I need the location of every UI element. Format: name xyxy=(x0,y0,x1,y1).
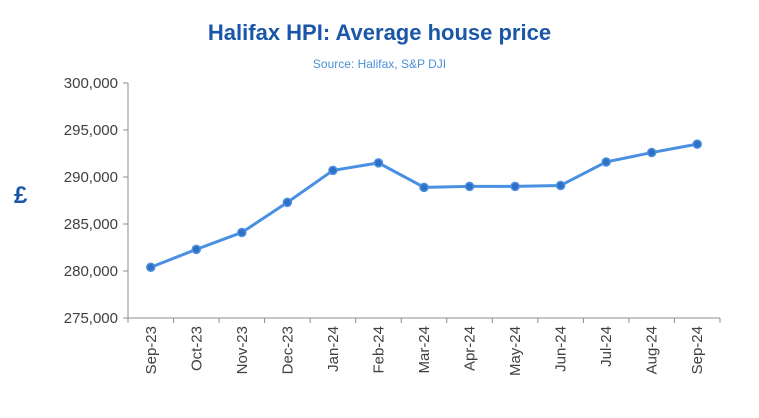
x-tick-label: Jun-24 xyxy=(553,326,570,372)
chart-subtitle: Source: Halifax, S&P DJI xyxy=(312,57,447,71)
data-point xyxy=(555,180,566,191)
x-tick-label: Jul-24 xyxy=(598,326,615,367)
x-tick-label: Aug-24 xyxy=(644,326,661,374)
data-point xyxy=(510,181,520,192)
x-tick-label: May-24 xyxy=(507,326,524,376)
y-tick-label: 290,000 xyxy=(64,169,118,186)
data-point xyxy=(237,227,247,238)
y-tick-label: 295,000 xyxy=(64,122,118,139)
x-tick-label: Jan-24 xyxy=(325,326,342,372)
data-point xyxy=(601,157,611,167)
data-point xyxy=(464,181,475,192)
data-point xyxy=(419,182,429,193)
x-tick-label: Sep-23 xyxy=(143,326,160,374)
y-tick-label: 300,000 xyxy=(64,75,118,92)
x-tick-label: Apr-24 xyxy=(462,326,479,371)
data-point xyxy=(191,244,202,255)
x-tick-label: Mar-24 xyxy=(416,326,433,374)
y-tick-label: 280,000 xyxy=(64,263,118,280)
y-tick-label: 275,000 xyxy=(64,310,118,327)
y-tick-label: 285,000 xyxy=(64,216,118,233)
data-point xyxy=(373,158,384,168)
x-tick-label: Sep-24 xyxy=(689,326,706,374)
x-tick-label: Dec-23 xyxy=(279,326,296,374)
y-axis-label: £ xyxy=(14,182,28,209)
x-tick-label: Feb-24 xyxy=(370,326,387,374)
data-point xyxy=(692,139,702,149)
x-tick-label: Nov-23 xyxy=(234,326,251,374)
data-point xyxy=(282,197,293,208)
series-line xyxy=(149,142,699,269)
data-point xyxy=(646,147,657,158)
x-tick-label: Oct-23 xyxy=(188,326,205,371)
data-point xyxy=(328,165,338,176)
data-point xyxy=(146,262,156,272)
chart-title: Halifax HPI: Average house price xyxy=(207,20,552,45)
